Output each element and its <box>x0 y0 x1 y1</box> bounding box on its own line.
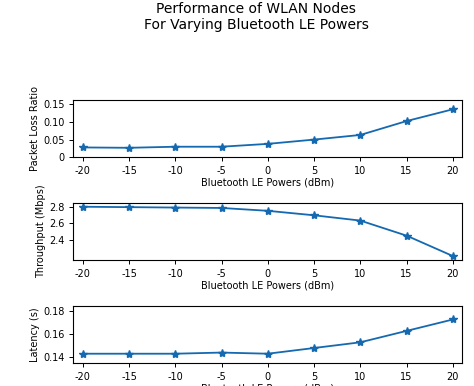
Y-axis label: Latency (s): Latency (s) <box>30 307 40 362</box>
Text: Performance of WLAN Nodes
For Varying Bluetooth LE Powers: Performance of WLAN Nodes For Varying Bl… <box>144 2 368 32</box>
X-axis label: Bluetooth LE Powers (dBm): Bluetooth LE Powers (dBm) <box>201 178 334 188</box>
X-axis label: Bluetooth LE Powers (dBm): Bluetooth LE Powers (dBm) <box>201 383 334 386</box>
X-axis label: Bluetooth LE Powers (dBm): Bluetooth LE Powers (dBm) <box>201 281 334 291</box>
Y-axis label: Throughput (Mbps): Throughput (Mbps) <box>36 185 46 278</box>
Y-axis label: Packet Loss Ratio: Packet Loss Ratio <box>30 86 40 171</box>
